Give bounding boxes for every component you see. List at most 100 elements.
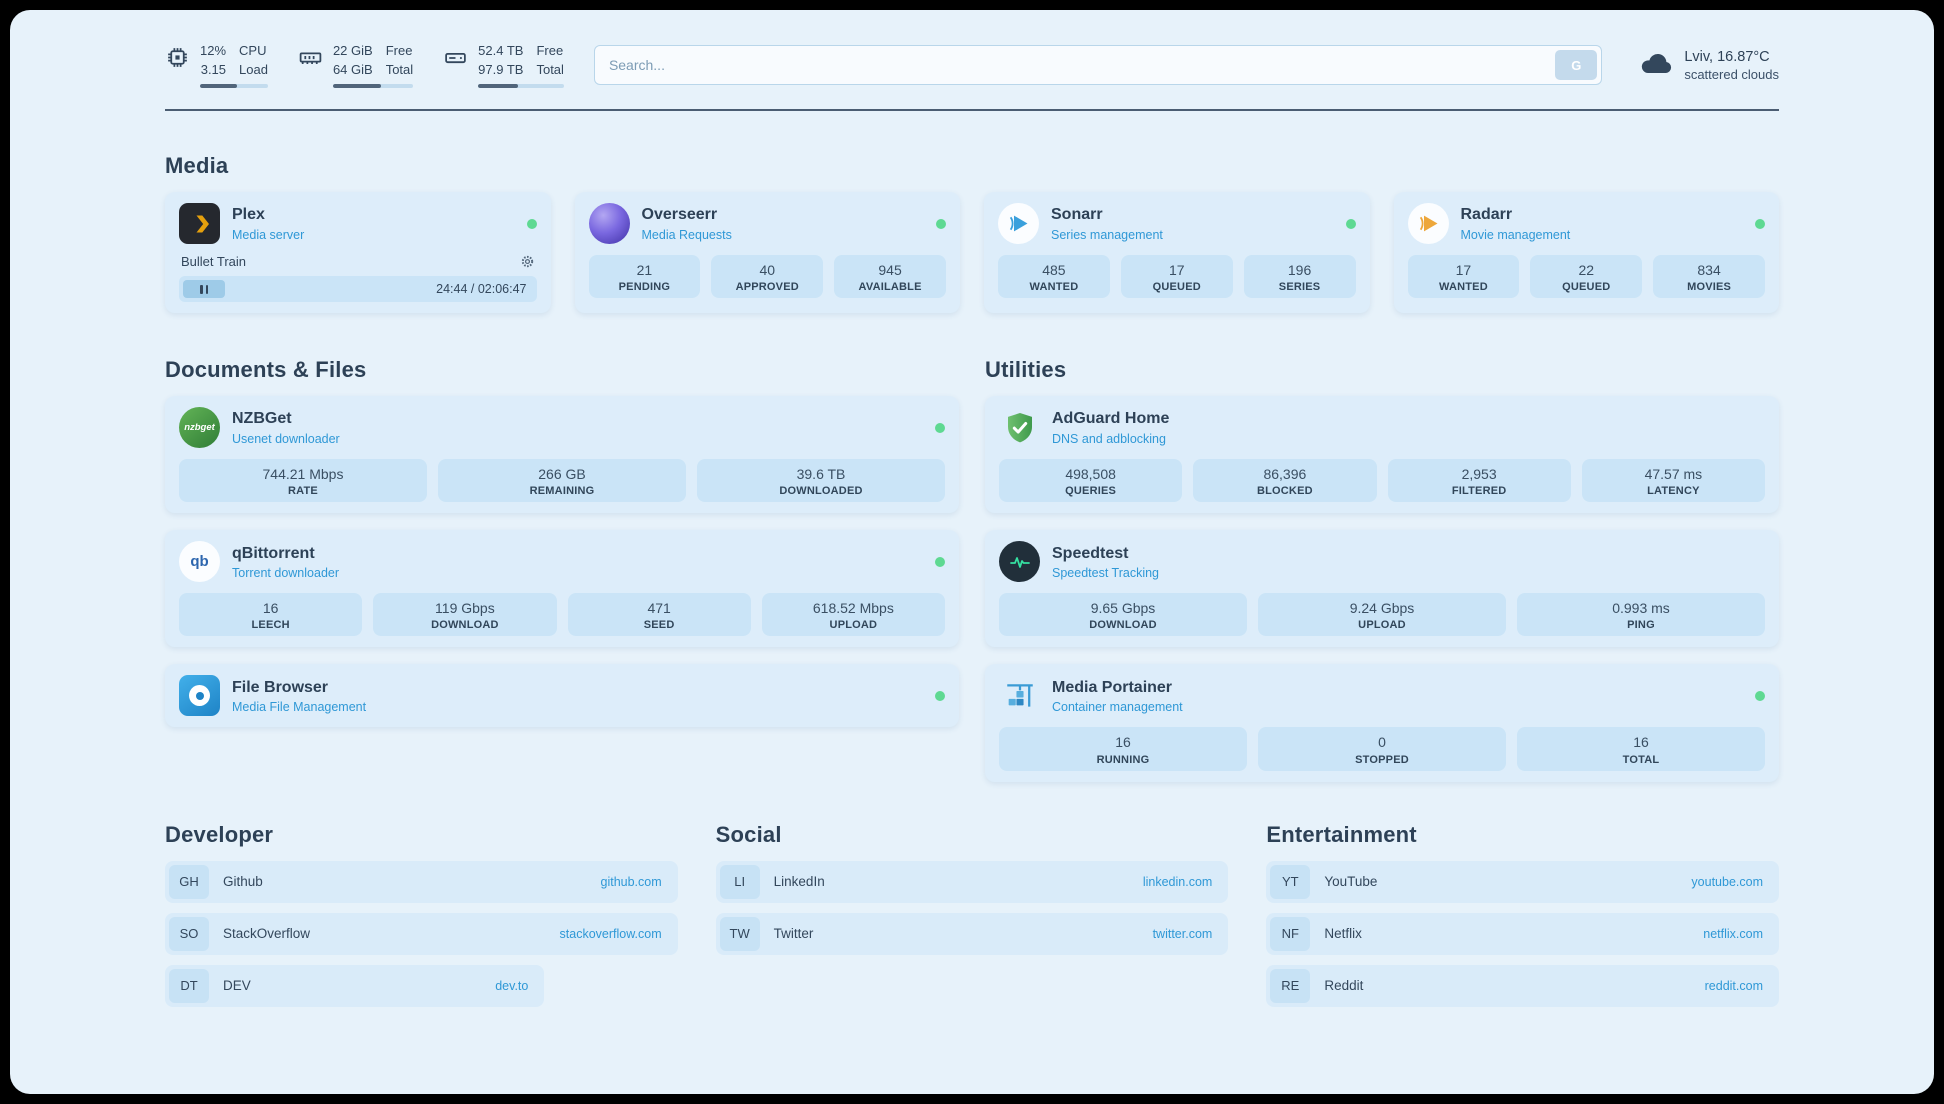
bookmark-abbr: TW: [719, 916, 760, 951]
stat-value: 834: [1697, 262, 1721, 278]
service-card-radarr[interactable]: Radarr Movie management 17 WANTED 22 QUE…: [1393, 192, 1779, 313]
memory-widget: 22 GiB 64 GiB Free Total: [298, 42, 414, 89]
filebrowser-icon: [179, 675, 220, 717]
bookmark-youtube[interactable]: YT YouTube youtube.com: [1266, 860, 1779, 903]
bookmark-name: LinkedIn: [773, 874, 825, 890]
search-input[interactable]: [593, 45, 1603, 85]
stat-value: 9.65 Gbps: [1090, 600, 1156, 617]
weather-widget: Lviv, 16.87°C scattered clouds: [1638, 49, 1779, 82]
search-provider-button[interactable]: G: [1555, 50, 1598, 80]
sonarr-icon: [998, 203, 1039, 244]
bookmark-name: Reddit: [1324, 978, 1364, 994]
stat-value: 196: [1287, 262, 1312, 278]
service-name: Media Portainer: [1052, 678, 1173, 696]
bookmark-url: netflix.com: [1703, 926, 1763, 941]
cpu-values: 12% 3.15: [200, 42, 227, 77]
status-dot: [935, 556, 945, 567]
service-name: Plex: [232, 206, 265, 224]
service-card-adguard[interactable]: AdGuard Home DNS and adblocking 498,508 …: [985, 396, 1779, 514]
stat-value: 86,396: [1263, 466, 1307, 482]
stat-label: PENDING: [618, 281, 671, 294]
stat-label: UPLOAD: [1358, 619, 1406, 632]
service-name: NZBGet: [232, 410, 292, 428]
stat-value: 266 GB: [538, 466, 586, 482]
qbittorrent-icon: qb: [179, 541, 220, 583]
service-card-sonarr[interactable]: Sonarr Series management 485 WANTED 17 Q…: [984, 192, 1370, 313]
service-card-filebrowser[interactable]: File Browser Media File Management: [165, 664, 959, 728]
disk-widget: 52.4 TB 97.9 TB Free Total: [443, 42, 564, 89]
bookmark-netflix[interactable]: NF Netflix netflix.com: [1266, 912, 1779, 955]
playback-progress-bar: 24:44 / 02:06:47: [179, 276, 537, 302]
stat-value: 16: [1115, 734, 1131, 751]
stat-label: DOWNLOADED: [779, 485, 863, 498]
bookmark-name: Github: [223, 874, 263, 890]
stat-box: 16 RUNNING: [999, 727, 1247, 771]
stat-value: 618.52 Mbps: [812, 600, 894, 617]
service-card-qbittorrent[interactable]: qb qBittorrent Torrent downloader 16 LEE…: [165, 530, 959, 648]
dashboard-page: 12% 3.15 CPU Load: [10, 10, 1934, 1094]
service-name: Speedtest: [1052, 544, 1129, 562]
status-dot: [1755, 690, 1765, 701]
stat-value: 17: [1455, 262, 1472, 278]
stat-label: LATENCY: [1647, 485, 1700, 498]
stat-label: MOVIES: [1687, 281, 1732, 294]
bookmark-abbr: LI: [719, 864, 760, 899]
stat-label: TOTAL: [1622, 753, 1660, 766]
bookmark-name: YouTube: [1324, 874, 1378, 890]
stat-box: 2,953 FILTERED: [1387, 459, 1571, 503]
stat-label: FILTERED: [1451, 485, 1507, 498]
bookmark-abbr: DT: [169, 968, 209, 1003]
stat-box: 471 SEED: [567, 593, 751, 637]
media-card-row: Plex Media server Bullet Train: [165, 192, 1779, 313]
stat-value: 0.993 ms: [1612, 600, 1670, 617]
stat-value: 119 Gbps: [435, 600, 495, 617]
bookmark-reddit[interactable]: RE Reddit reddit.com: [1266, 964, 1779, 1007]
stat-box: 86,396 BLOCKED: [1193, 459, 1377, 503]
stat-label: SEED: [643, 619, 675, 632]
service-card-plex[interactable]: Plex Media server Bullet Train: [165, 192, 551, 313]
stat-box: 119 Gbps DOWNLOAD: [373, 593, 557, 637]
bookmark-github[interactable]: GH Github github.com: [165, 860, 678, 903]
bookmark-dev[interactable]: DT DEV dev.to: [165, 964, 545, 1007]
radarr-icon: [1407, 203, 1449, 244]
cpu-widget: 12% 3.15 CPU Load: [165, 42, 268, 89]
stat-label: LEECH: [251, 619, 290, 632]
stat-value: 16: [262, 600, 279, 617]
service-subtitle: Media Requests: [641, 227, 732, 242]
search-bar: G: [593, 45, 1603, 85]
bookmark-url: youtube.com: [1691, 874, 1763, 889]
stat-box: 744.21 Mbps RATE: [179, 459, 427, 503]
service-subtitle: Media File Management: [232, 699, 367, 714]
section-title-entertainment: Entertainment: [1266, 821, 1417, 847]
stat-box: 196 SERIES: [1243, 255, 1356, 299]
stat-value: 471: [647, 600, 671, 617]
speedtest-icon: [999, 541, 1040, 583]
top-bar: 12% 3.15 CPU Load: [165, 34, 1779, 96]
bookmark-url: github.com: [600, 874, 662, 889]
section-utilities: Utilities: [985, 315, 1779, 782]
status-dot: [935, 422, 945, 433]
bookmark-linkedin[interactable]: LI LinkedIn linkedin.com: [715, 860, 1229, 903]
bookmark-stackoverflow[interactable]: SO StackOverflow stackoverflow.com: [165, 912, 678, 955]
bookmark-abbr: RE: [1270, 968, 1311, 1003]
service-card-overseerr[interactable]: Overseerr Media Requests 21 PENDING 40 A…: [574, 192, 960, 313]
service-card-portainer[interactable]: Media Portainer Container management 16 …: [985, 664, 1779, 782]
bookmark-abbr: YT: [1270, 864, 1311, 899]
settings-gear-icon[interactable]: [520, 254, 535, 269]
bookmark-group-developer: Developer GH Github github.com SO StackO…: [165, 822, 678, 1017]
section-title-social: Social: [715, 821, 782, 847]
service-card-nzbget[interactable]: nzbget NZBGet Usenet downloader 744.21 M…: [165, 396, 959, 514]
bookmark-twitter[interactable]: TW Twitter twitter.com: [715, 912, 1229, 955]
stat-label: APPROVED: [735, 281, 799, 294]
pause-button[interactable]: [183, 280, 225, 298]
bookmark-group-social: Social LI LinkedIn linkedin.com TW Twitt…: [715, 821, 1229, 1017]
disk-labels: Free Total: [536, 42, 564, 77]
stat-label: PING: [1627, 619, 1655, 632]
service-card-speedtest[interactable]: Speedtest Speedtest Tracking 9.65 Gbps D…: [985, 530, 1779, 648]
bookmark-abbr: GH: [169, 864, 209, 899]
service-name: Overseerr: [641, 206, 718, 224]
now-playing-title: Bullet Train: [181, 254, 247, 269]
stat-value: 744.21 Mbps: [262, 466, 344, 482]
portainer-crane-icon: [999, 675, 1040, 716]
stat-label: REMAINING: [529, 485, 595, 498]
